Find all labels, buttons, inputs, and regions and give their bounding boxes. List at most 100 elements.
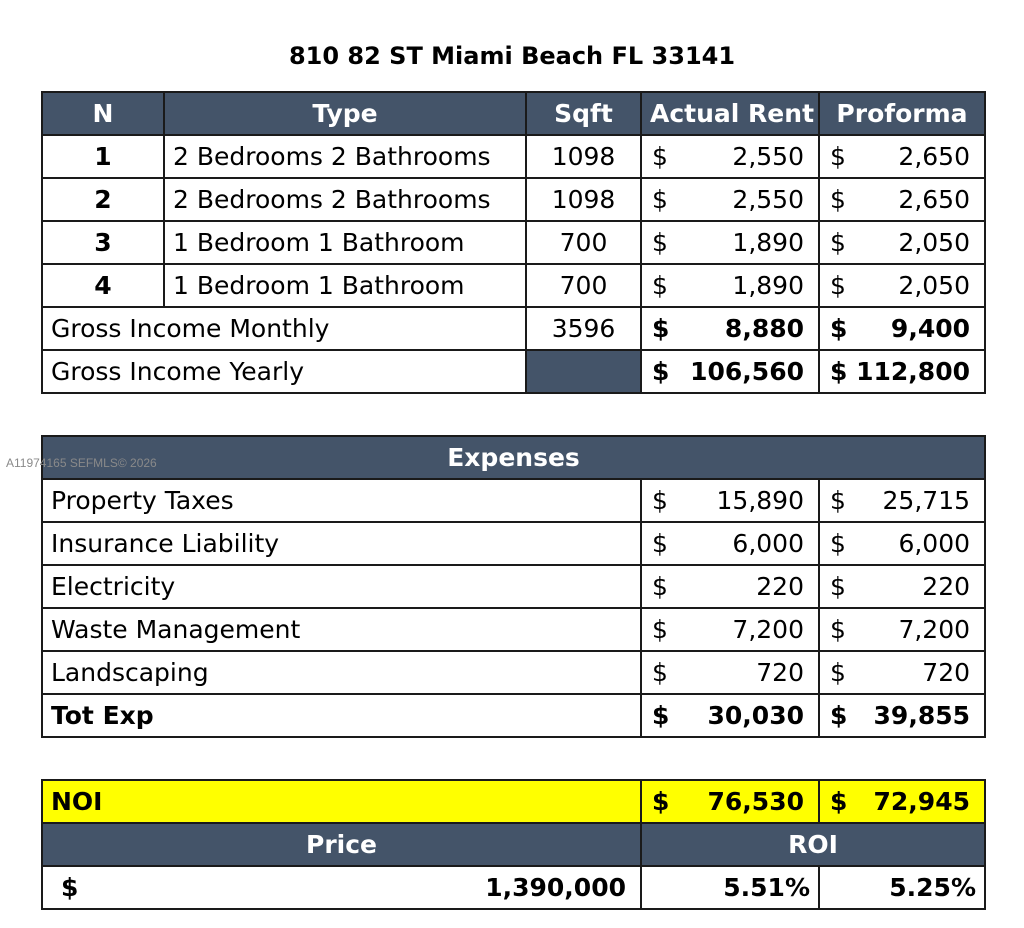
currency-symbol: $ xyxy=(61,873,79,902)
unit-actual-rent: $2,550 xyxy=(640,134,820,179)
noi-row: NOI $76,530 $72,945 xyxy=(41,779,986,824)
unit-proforma: $2,050 xyxy=(818,263,986,308)
price-header: Price xyxy=(41,822,642,867)
amount: 720 xyxy=(922,658,971,687)
expense-label: Waste Management xyxy=(41,607,642,652)
unit-actual-rent: $1,890 xyxy=(640,263,820,308)
unit-sqft: 700 xyxy=(525,220,642,265)
amount: 720 xyxy=(756,658,804,687)
amount: 6,000 xyxy=(732,529,804,558)
currency-symbol: $ xyxy=(652,142,668,171)
table-row: 2 2 Bedrooms 2 Bathrooms 1098 $2,550 $2,… xyxy=(41,177,986,222)
amount: 2,650 xyxy=(898,142,970,171)
amount: 220 xyxy=(756,572,804,601)
amount: 2,550 xyxy=(732,185,804,214)
expense-actual: $720 xyxy=(640,650,820,695)
amount: 1,390,000 xyxy=(485,873,626,902)
expense-actual: $6,000 xyxy=(640,521,820,566)
currency-symbol: $ xyxy=(652,572,668,601)
income-header-row: N Type Sqft Actual Rent Proforma xyxy=(41,91,986,136)
expense-actual: $15,890 xyxy=(640,478,820,523)
currency-symbol: $ xyxy=(652,486,668,515)
total-expenses-row: Tot Exp $30,030 $39,855 xyxy=(41,693,987,738)
gross-income-yearly-row: Gross Income Yearly $106,560 $112,800 xyxy=(41,349,986,394)
total-expenses-label: Tot Exp xyxy=(41,693,642,738)
expense-label: Landscaping xyxy=(41,650,642,695)
amount: 1,890 xyxy=(732,271,804,300)
currency-symbol: $ xyxy=(652,658,668,687)
noi-actual: $76,530 xyxy=(640,779,820,824)
expenses-header: Expenses xyxy=(40,435,987,480)
table-row: Landscaping $720 $720 xyxy=(41,650,987,695)
currency-symbol: $ xyxy=(652,701,670,730)
currency-symbol: $ xyxy=(830,615,846,644)
currency-symbol: $ xyxy=(830,572,846,601)
amount: 6,000 xyxy=(898,529,971,558)
income-table: N Type Sqft Actual Rent Proforma 1 2 Bed… xyxy=(41,91,986,394)
unit-proforma: $2,650 xyxy=(818,177,986,222)
amount: 112,800 xyxy=(856,357,970,386)
mls-watermark: A11974165 SEFMLS© 2026 xyxy=(6,456,157,470)
table-row: 1 2 Bedrooms 2 Bathrooms 1098 $2,550 $2,… xyxy=(41,134,986,179)
table-row: Waste Management $7,200 $7,200 xyxy=(41,607,987,652)
unit-number: 2 xyxy=(41,177,165,222)
currency-symbol: $ xyxy=(830,529,846,558)
currency-symbol: $ xyxy=(652,787,670,816)
expense-label: Electricity xyxy=(41,564,642,609)
currency-symbol: $ xyxy=(830,142,846,171)
expense-proforma: $720 xyxy=(817,650,987,695)
currency-symbol: $ xyxy=(652,228,668,257)
unit-type: 1 Bedroom 1 Bathroom xyxy=(163,263,527,308)
amount: 25,715 xyxy=(882,486,971,515)
amount: 30,030 xyxy=(707,701,804,730)
page-title: 810 82 ST Miami Beach FL 33141 xyxy=(288,42,736,70)
roi-header: ROI xyxy=(640,822,986,867)
expense-actual: $220 xyxy=(640,564,820,609)
empty-cell xyxy=(525,349,642,394)
total-expenses-proforma: $39,855 xyxy=(817,693,987,738)
amount: 8,880 xyxy=(724,314,804,343)
expense-actual: $7,200 xyxy=(640,607,820,652)
header-proforma: Proforma xyxy=(818,91,986,136)
currency-symbol: $ xyxy=(830,314,848,343)
unit-sqft: 700 xyxy=(525,263,642,308)
amount: 76,530 xyxy=(707,787,804,816)
gross-income-yearly-label: Gross Income Yearly xyxy=(41,349,527,394)
expense-proforma: $6,000 xyxy=(817,521,987,566)
amount: 2,050 xyxy=(898,271,970,300)
currency-symbol: $ xyxy=(830,486,846,515)
roi-proforma: 5.25% xyxy=(818,865,986,910)
amount: 7,200 xyxy=(898,615,971,644)
amount: 15,890 xyxy=(716,486,804,515)
roi-actual: 5.51% xyxy=(640,865,820,910)
unit-sqft: 1098 xyxy=(525,177,642,222)
currency-symbol: $ xyxy=(652,271,668,300)
header-actual-rent: Actual Rent xyxy=(640,91,820,136)
amount: 39,855 xyxy=(873,701,971,730)
expense-proforma: $7,200 xyxy=(817,607,987,652)
amount: 220 xyxy=(922,572,971,601)
unit-type: 2 Bedrooms 2 Bathrooms xyxy=(163,177,527,222)
currency-symbol: $ xyxy=(652,529,668,558)
amount: 2,050 xyxy=(898,228,970,257)
currency-symbol: $ xyxy=(830,228,846,257)
unit-proforma: $2,050 xyxy=(818,220,986,265)
amount: 7,200 xyxy=(732,615,804,644)
currency-symbol: $ xyxy=(830,357,848,386)
amount: 2,650 xyxy=(898,185,970,214)
expenses-table: Expenses Property Taxes $15,890 $25,715 … xyxy=(40,435,987,738)
unit-number: 4 xyxy=(41,263,165,308)
total-expenses-actual: $30,030 xyxy=(640,693,820,738)
amount: 9,400 xyxy=(890,314,970,343)
amount: 72,945 xyxy=(873,787,970,816)
unit-number: 1 xyxy=(41,134,165,179)
gross-income-monthly-label: Gross Income Monthly xyxy=(41,306,527,351)
noi-label: NOI xyxy=(41,779,642,824)
table-row: Property Taxes $15,890 $25,715 xyxy=(41,478,987,523)
unit-type: 2 Bedrooms 2 Bathrooms xyxy=(163,134,527,179)
currency-symbol: $ xyxy=(652,185,668,214)
table-row: Electricity $220 $220 xyxy=(41,564,987,609)
expense-label: Insurance Liability xyxy=(41,521,642,566)
currency-symbol: $ xyxy=(652,615,668,644)
price-roi-row: $1,390,000 5.51% 5.25% xyxy=(41,865,986,910)
